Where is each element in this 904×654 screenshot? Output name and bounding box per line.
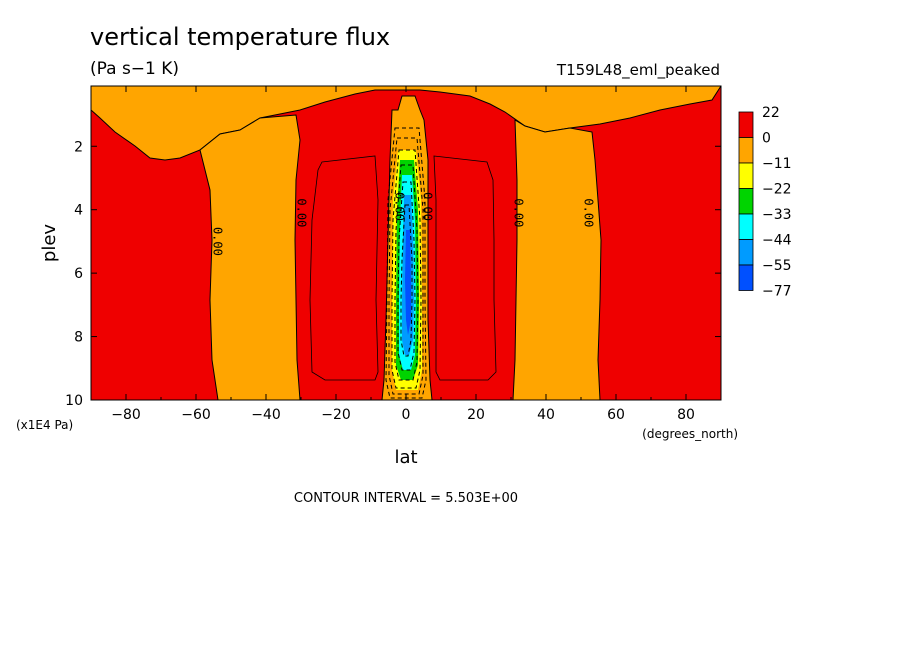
legend-label: −77: [762, 284, 792, 300]
negative-contours: [385, 127, 427, 399]
legend-swatch: [738, 162, 754, 189]
y-units-label: (x1E4 Pa): [16, 418, 73, 432]
x-tick-label: 80: [677, 407, 695, 423]
x-tick-label: 0: [402, 407, 411, 423]
y-tick-label: 2: [74, 139, 83, 155]
legend-label: −33: [762, 207, 792, 223]
y-tick-label: 10: [65, 393, 83, 409]
x-tick-label: 60: [607, 407, 625, 423]
plot-area: [91, 86, 721, 400]
contour-label: 0.00: [393, 192, 407, 221]
contour-interval-label: CONTOUR INTERVAL = 5.503E+00: [294, 491, 518, 506]
x-tick-label: −80: [111, 407, 141, 423]
contour-label: 0.00: [512, 198, 526, 227]
y-tick-label: 8: [74, 330, 83, 346]
color-legend: 22 0 −11 −22 −33 −44 −55 −77: [738, 105, 792, 300]
legend-label: −22: [762, 182, 792, 198]
weak-negative-region-north: [512, 119, 602, 400]
weak-negative-region-south: [199, 114, 301, 400]
legend-label: −55: [762, 258, 792, 274]
contour-label: 0.00: [211, 227, 225, 256]
legend-swatch: [738, 239, 754, 266]
contour-label: 0.00: [582, 198, 596, 227]
contour-labels: 0.00 0.00 0.00 0.00 0.00 0.00: [211, 192, 596, 256]
y-tick-label: 4: [74, 203, 83, 219]
x-tick-label: −60: [181, 407, 211, 423]
y-axis-label: plev: [39, 224, 60, 263]
x-tick-label: 40: [537, 407, 555, 423]
legend-label: −44: [762, 233, 792, 249]
legend-label: 0: [762, 131, 771, 147]
contour-label: 0.00: [295, 198, 309, 227]
legend-swatch: [738, 213, 754, 240]
y-tick-label: 6: [74, 266, 83, 282]
x-tick-label: −20: [321, 407, 351, 423]
contour-label: 0.00: [421, 192, 435, 221]
legend-label: 22: [762, 105, 780, 121]
positive-contours: [309, 155, 497, 381]
chart-title: vertical temperature flux: [90, 23, 390, 51]
legend-swatch: [738, 111, 754, 138]
legend-swatch: [738, 137, 754, 164]
x-axis: −80 −60 −40 −20 0 20 40 60 80: [90, 86, 722, 423]
legend-swatch: [738, 264, 754, 291]
legend-label: −11: [762, 156, 792, 172]
x-tick-label: 20: [467, 407, 485, 423]
weak-negative-region-top: [91, 86, 721, 161]
legend-swatch: [738, 188, 754, 215]
x-units-label: (degrees_north): [642, 427, 738, 441]
run-label: T159L48_eml_peaked: [556, 61, 720, 80]
chart-subtitle: (Pa s−1 K): [90, 59, 179, 79]
x-tick-label: −40: [251, 407, 281, 423]
y-axis: 2 4 6 8 10: [65, 139, 721, 409]
equatorial-core-darkblue: [405, 230, 411, 335]
x-axis-label: lat: [394, 447, 417, 468]
